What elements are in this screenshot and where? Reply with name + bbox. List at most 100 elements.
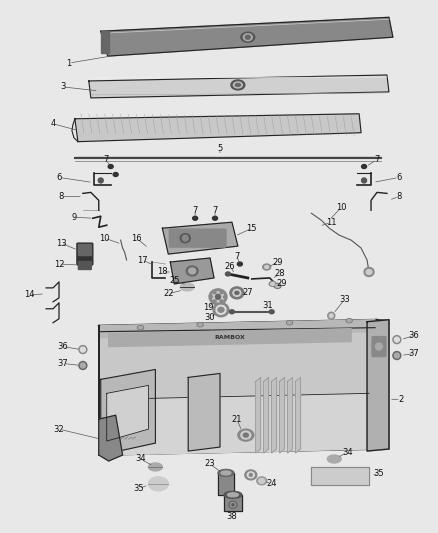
Text: 31: 31	[262, 301, 273, 310]
Polygon shape	[162, 222, 238, 254]
Ellipse shape	[213, 303, 229, 317]
Ellipse shape	[235, 84, 240, 86]
Text: 24: 24	[266, 479, 277, 488]
Ellipse shape	[81, 363, 85, 368]
Text: 8: 8	[396, 192, 402, 201]
Text: 12: 12	[54, 260, 64, 269]
Ellipse shape	[220, 292, 223, 294]
Text: 6: 6	[396, 173, 402, 182]
Polygon shape	[133, 393, 135, 439]
Ellipse shape	[329, 314, 333, 318]
Polygon shape	[296, 377, 300, 453]
Ellipse shape	[79, 345, 87, 353]
Ellipse shape	[244, 433, 248, 437]
Ellipse shape	[98, 178, 103, 183]
Ellipse shape	[286, 321, 293, 325]
Ellipse shape	[241, 32, 255, 42]
FancyBboxPatch shape	[77, 243, 93, 265]
Ellipse shape	[223, 296, 226, 298]
Polygon shape	[124, 393, 127, 439]
Ellipse shape	[230, 310, 234, 314]
Text: 17: 17	[137, 255, 148, 264]
Text: 18: 18	[157, 268, 168, 277]
Ellipse shape	[138, 326, 142, 329]
Polygon shape	[107, 385, 148, 441]
Text: 26: 26	[225, 262, 235, 271]
Ellipse shape	[221, 471, 231, 475]
Text: 10: 10	[336, 203, 346, 212]
Ellipse shape	[231, 80, 245, 90]
Ellipse shape	[79, 361, 87, 369]
Ellipse shape	[213, 300, 216, 302]
Text: 28: 28	[274, 270, 285, 278]
Ellipse shape	[186, 266, 198, 276]
Text: 9: 9	[71, 213, 77, 222]
FancyBboxPatch shape	[372, 337, 386, 357]
Polygon shape	[109, 393, 369, 455]
Polygon shape	[288, 377, 293, 453]
Ellipse shape	[241, 431, 251, 439]
Text: 21: 21	[232, 415, 242, 424]
Polygon shape	[264, 377, 268, 453]
Ellipse shape	[259, 479, 265, 483]
Polygon shape	[89, 75, 389, 98]
Ellipse shape	[247, 472, 254, 478]
Ellipse shape	[288, 321, 292, 324]
Ellipse shape	[232, 504, 234, 506]
Text: 4: 4	[50, 119, 56, 128]
Ellipse shape	[276, 285, 279, 287]
Text: 11: 11	[326, 218, 336, 227]
Ellipse shape	[269, 310, 274, 314]
Ellipse shape	[393, 336, 401, 344]
Ellipse shape	[362, 165, 367, 168]
Polygon shape	[101, 320, 375, 337]
Text: 3: 3	[60, 83, 66, 92]
Polygon shape	[120, 393, 124, 439]
Ellipse shape	[265, 265, 268, 269]
Text: 30: 30	[205, 313, 215, 322]
Ellipse shape	[220, 300, 223, 302]
Text: 19: 19	[203, 303, 213, 312]
Ellipse shape	[224, 491, 242, 498]
Ellipse shape	[274, 284, 281, 288]
Ellipse shape	[180, 283, 194, 291]
Ellipse shape	[108, 165, 113, 168]
Text: 13: 13	[56, 239, 66, 248]
Ellipse shape	[249, 473, 252, 477]
Text: 8: 8	[58, 192, 64, 201]
Polygon shape	[99, 320, 389, 455]
Ellipse shape	[245, 470, 257, 480]
Ellipse shape	[328, 312, 335, 319]
Ellipse shape	[394, 353, 399, 358]
Ellipse shape	[226, 272, 230, 276]
Ellipse shape	[257, 477, 267, 485]
Text: 7: 7	[192, 206, 198, 215]
Text: 16: 16	[131, 233, 142, 243]
Ellipse shape	[230, 503, 235, 507]
Ellipse shape	[182, 235, 188, 241]
Polygon shape	[279, 377, 285, 453]
Text: 36: 36	[408, 331, 419, 340]
Ellipse shape	[347, 319, 351, 322]
Polygon shape	[256, 377, 261, 453]
Ellipse shape	[394, 337, 399, 342]
Ellipse shape	[245, 35, 250, 39]
Text: 35: 35	[133, 484, 144, 494]
Ellipse shape	[229, 501, 237, 508]
Ellipse shape	[244, 34, 252, 41]
Ellipse shape	[375, 343, 382, 350]
Polygon shape	[272, 377, 277, 453]
Text: 5: 5	[217, 144, 223, 153]
Ellipse shape	[238, 429, 254, 441]
Ellipse shape	[237, 262, 242, 266]
Ellipse shape	[235, 292, 239, 294]
Ellipse shape	[393, 352, 401, 360]
FancyBboxPatch shape	[78, 262, 91, 270]
Ellipse shape	[193, 216, 198, 220]
Ellipse shape	[233, 82, 242, 88]
Ellipse shape	[209, 289, 227, 305]
Text: 36: 36	[58, 342, 68, 351]
Ellipse shape	[233, 289, 241, 296]
Text: 7: 7	[212, 206, 218, 215]
FancyBboxPatch shape	[170, 229, 226, 247]
